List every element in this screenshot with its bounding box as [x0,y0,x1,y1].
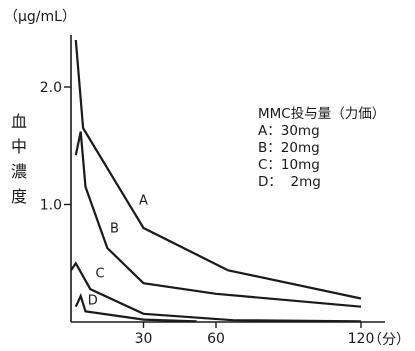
legend-item-a: A：30mg [258,123,320,139]
legend-item-d: D： 2mg [258,174,321,190]
curve-label-a: A [139,194,148,209]
legend-item-c: C：10mg [258,157,320,173]
y-axis-title-char: 度 [11,187,28,206]
series-line-a [74,39,362,300]
series-line-b [74,131,362,308]
y-unit-label: （μg/mL） [4,9,76,25]
legend: MMC投与量（力価） A：30mg B：20mg C：10mg D： 2mg [258,106,385,191]
y-axis-title-char: 濃 [11,162,28,181]
y-axis-title-char: 血 [11,112,28,131]
y-tick-label: 2.0 [40,80,62,96]
x-tick-label: 120 [348,331,375,347]
y-tick-label: 1.0 [40,198,62,214]
series-line-d [74,293,197,323]
series-line-c [70,261,362,323]
curve-label-b: B [110,222,119,237]
curve-label-c: C [95,266,104,281]
legend-title: MMC投与量（力価） [258,106,386,122]
x-unit-label: （分） [368,332,410,348]
legend-item-b: B：20mg [258,140,320,156]
curve-label-d: D [88,293,98,308]
y-axis-title-char: 中 [11,137,28,156]
x-tick-label: 60 [207,331,225,347]
x-tick-label: 30 [135,331,153,347]
